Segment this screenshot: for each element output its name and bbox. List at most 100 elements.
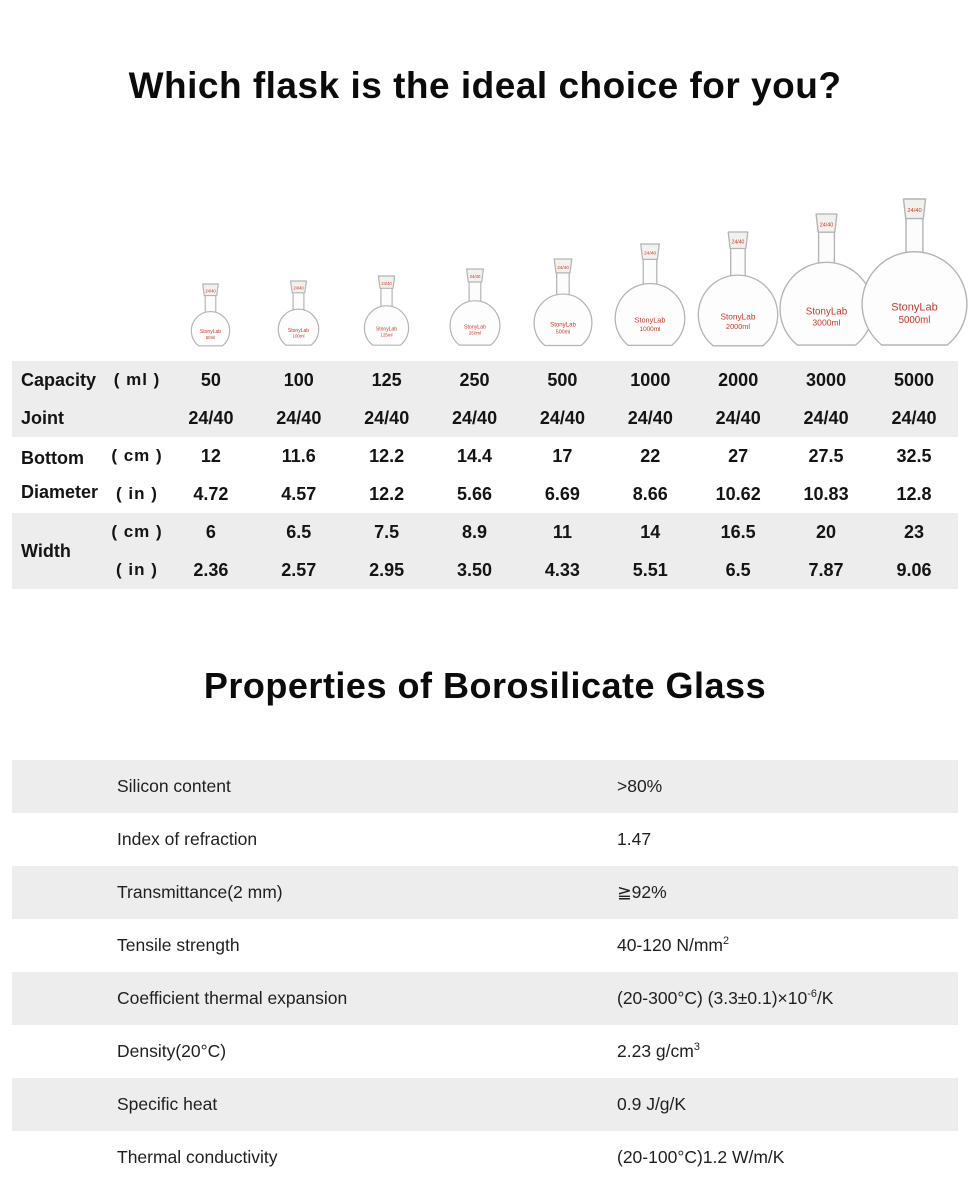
flask-brand-label: StonyLab	[891, 301, 937, 313]
spec-value-cell: 3000	[806, 369, 847, 390]
flask-brand-label: StonyLab	[550, 321, 576, 328]
spec-label-capacity: Capacity	[21, 370, 97, 390]
spec-value-cell: 11.6	[281, 445, 316, 466]
spec-value-cell: 24/40	[891, 407, 937, 428]
flask-joint-label: 24/40	[819, 222, 833, 228]
spec-value-cell: 12.2	[369, 483, 405, 504]
property-row: Specific heat 0.9 J/g/K	[12, 1078, 958, 1131]
flask-brand-label: StonyLab	[200, 329, 221, 335]
spec-value-cell: 12.8	[896, 483, 932, 504]
flask-brand-label: StonyLab	[635, 315, 666, 324]
spec-value-cell: 2.57	[281, 559, 317, 580]
spec-value-cell: 100	[283, 369, 314, 390]
spec-value-cell: 9.06	[896, 559, 932, 580]
flask-capacity-label: 50ml	[206, 335, 216, 340]
flask-brand-label: StonyLab	[376, 327, 397, 333]
spec-value-cell: 24/40	[539, 407, 585, 428]
spec-value-cell: 5000	[893, 369, 935, 390]
spec-unit-bottom-in: ( in )	[116, 484, 158, 503]
flask-joint-label: 24/40	[206, 288, 217, 293]
flask-capacity-label: 500ml	[555, 329, 569, 335]
property-value: 1.47	[617, 829, 652, 849]
properties-title: Properties of Borosilicate Glass	[203, 665, 767, 706]
flask-capacity-label: 3000ml	[812, 318, 840, 328]
spec-value-cell: 4.33	[544, 559, 580, 580]
spec-value-cell: 16.5	[720, 521, 756, 542]
property-value: >80%	[617, 776, 663, 796]
spec-row-joint: Joint 24/40 24/40 24/40 24/40 24/40 24/40 24/4…	[12, 399, 958, 437]
property-label: Index of refraction	[117, 829, 258, 849]
spec-value-cell: 50	[200, 369, 221, 390]
spec-label-width: Width	[21, 541, 71, 561]
spec-row-bottom-diameter-in: ( in ) 4.72 4.57 12.2 5.66 6.69 8.66 10.62 10.8…	[12, 475, 958, 513]
spec-value-cell: 7.87	[808, 559, 844, 580]
property-value: 0.9 J/g/K	[617, 1094, 687, 1114]
spec-value-cell: 8.66	[632, 483, 668, 504]
spec-value-cell: 27	[728, 445, 749, 466]
spec-value-cell: 32.5	[896, 445, 932, 466]
flask-slot: 24/40 StonyLab 5000ml	[860, 198, 968, 348]
property-label: Transmittance(2 mm)	[117, 882, 283, 902]
property-label: Tensile strength	[117, 935, 240, 955]
property-value: 40-120 N/mm2	[617, 935, 730, 955]
page-title: Which flask is the ideal choice for you?	[128, 65, 842, 106]
spec-value-cell: 24/40	[803, 407, 849, 428]
property-label: Coefficient thermal expansion	[117, 988, 348, 1008]
spec-value-cell: 3.50	[457, 559, 493, 580]
flask-capacity-label: 5000ml	[898, 315, 930, 326]
spec-value-cell: 250	[459, 369, 490, 390]
spec-value-cell: 10.83	[803, 483, 849, 504]
spec-value-cell: 14	[640, 521, 661, 542]
flask-capacity-label: 250ml	[468, 331, 481, 336]
spec-value-cell: 6	[205, 521, 216, 542]
spec-value-cell: 22	[640, 445, 661, 466]
spec-value-cell: 12	[200, 445, 221, 466]
spec-value-cell: 23	[903, 521, 925, 542]
flask-brand-label: StonyLab	[288, 328, 309, 334]
flask-lineup: 24/40 StonyLab 50ml 24/40 StonyLab 100ml 24/40…	[167, 188, 968, 348]
spec-value-cell: 24/40	[627, 407, 673, 428]
spec-value-cell: 4.57	[281, 483, 317, 504]
spec-value-cell: 8.9	[462, 521, 488, 542]
spec-value-cell: 24/40	[452, 407, 498, 428]
spec-value-cell: 24/40	[276, 407, 322, 428]
flask-capacity-label: 1000ml	[640, 326, 661, 333]
property-row: Density(20°C) 2.23 g/cm3	[12, 1025, 958, 1078]
spec-row-capacity: Capacity ( ml ) 50 100 125 250 500 1000 2000 30…	[12, 361, 958, 399]
spec-value-cell: 24/40	[715, 407, 761, 428]
spec-value-cell: 500	[547, 369, 578, 390]
property-value: (20-300°C) (3.3±0.1)×10-6/K	[617, 988, 834, 1008]
spec-value-cell: 4.72	[193, 483, 229, 504]
spec-value-cell: 6.69	[544, 483, 580, 504]
spec-row-width-in: ( in ) 2.36 2.57 2.95 3.50 4.33 5.51 6.5 7.87 9.…	[12, 551, 958, 589]
spec-value-cell: 2000	[718, 369, 759, 390]
flask-slot: 24/40 StonyLab 2000ml	[694, 231, 782, 348]
property-label: Specific heat	[117, 1094, 218, 1114]
property-label: Silicon content	[117, 776, 231, 796]
flask-joint-label: 24/40	[732, 239, 745, 245]
property-value: (20-100°C)1.2 W/m/K	[617, 1147, 785, 1167]
flask-image-1000ml: 24/40 StonyLab 1000ml	[614, 243, 686, 347]
spec-value-cell: 5.51	[632, 559, 668, 580]
spec-unit-joint	[107, 399, 167, 437]
property-row: Silicon content >80%	[12, 760, 958, 813]
flask-joint-label: 24/40	[294, 286, 305, 291]
spec-value-cell: 125	[371, 369, 402, 390]
flask-joint-label: 24/40	[381, 281, 392, 286]
property-row: Tensile strength 40-120 N/mm2	[12, 919, 958, 972]
flask-joint-label: 24/40	[907, 208, 921, 214]
spec-label-bottom-diameter: Bottom Diameter	[21, 448, 99, 502]
flask-joint-label: 24/40	[469, 274, 480, 279]
flask-joint-label: 24/40	[644, 251, 656, 257]
property-label: Density(20°C)	[117, 1041, 227, 1061]
property-row: Coefficient thermal expansion (20-300°C) …	[12, 972, 958, 1025]
spec-value-cell: 24/40	[364, 407, 410, 428]
spec-value-cell: 6.5	[725, 559, 751, 580]
